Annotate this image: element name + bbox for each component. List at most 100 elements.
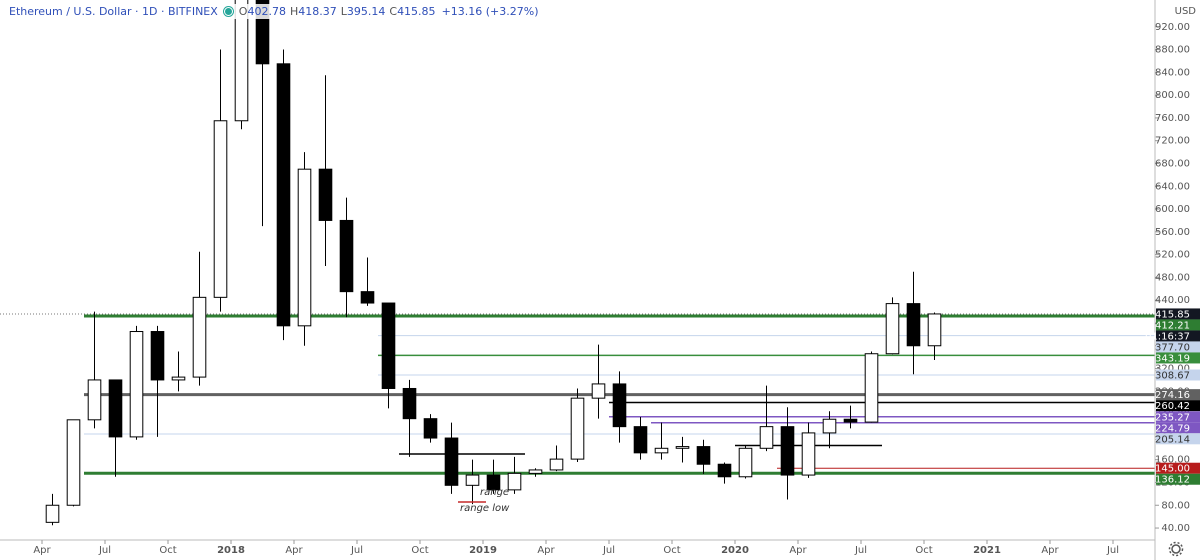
level-badge-bg [1156, 341, 1200, 353]
candle-body [360, 291, 375, 304]
candle-body [150, 331, 165, 381]
candle-body [549, 458, 564, 471]
candle-body [738, 447, 753, 478]
x-tick-label: Jul [350, 545, 363, 556]
candle-body [486, 474, 501, 491]
y-tick-label: 640.00 [1155, 181, 1190, 192]
level-badge-bg [1156, 462, 1200, 474]
candle-body [717, 463, 732, 478]
candle-body [759, 426, 774, 449]
countdown-badge-bg [1156, 330, 1200, 342]
level-badge: 377.70 [1155, 342, 1190, 353]
x-tick-label: Apr [1041, 545, 1059, 556]
x-tick-label: Jul [602, 545, 615, 556]
x-tick-label: Apr [33, 545, 51, 556]
x-tick-label: Oct [663, 545, 680, 556]
ohlc-key: L [340, 5, 347, 18]
candle-body [297, 168, 312, 327]
candle-body [171, 376, 186, 381]
candle-body [822, 418, 837, 434]
y-tick-label: 600.00 [1155, 204, 1190, 215]
level-badge-bg [1156, 433, 1200, 445]
candle-body [402, 387, 417, 420]
ohlc-value: 395.14 [346, 5, 386, 18]
currency-label: USD [1175, 6, 1197, 17]
annotation: range low [460, 503, 510, 514]
axes: 40.0080.00120.00160.00200.00240.00280.00… [33, 22, 1200, 556]
x-tick-label: Jul [854, 545, 867, 556]
candle-body [654, 447, 669, 454]
candle-body [864, 353, 879, 423]
ohlc-key: H [289, 5, 299, 18]
y-tick-label: 760.00 [1155, 113, 1190, 124]
ohlc-key: C [389, 5, 398, 18]
ohlc-item: O402.78 [239, 5, 286, 18]
status-dot [223, 7, 233, 16]
candle-body [129, 331, 144, 438]
candle-body [570, 397, 585, 460]
candle-body [213, 120, 228, 298]
ohlc-item: C415.85 [389, 5, 435, 18]
y-tick-label: 520.00 [1155, 250, 1190, 261]
y-tick-label: 40.00 [1161, 523, 1190, 534]
candle-body [696, 446, 711, 465]
candle-body [528, 469, 543, 474]
y-tick-label: 880.00 [1155, 45, 1190, 56]
candle-body [192, 296, 207, 378]
y-tick-label: 80.00 [1161, 500, 1190, 511]
level-badge: 235.27 [1155, 412, 1190, 423]
y-tick-label: 440.00 [1155, 295, 1190, 306]
candle-body [339, 219, 354, 293]
candle-body [66, 419, 81, 506]
y-tick-label: 480.00 [1155, 272, 1190, 283]
level-badge-bg [1156, 411, 1200, 423]
level-badge: 224.79 [1155, 423, 1190, 434]
candle-body [612, 383, 627, 428]
candle-body [906, 303, 921, 347]
x-tick-label: Apr [789, 545, 807, 556]
x-tick-label: Apr [285, 545, 303, 556]
candle-body [318, 168, 333, 221]
candle-body [843, 418, 858, 423]
level-badge: 308.67 [1155, 370, 1190, 381]
level-badge-bg [1156, 473, 1200, 485]
candle-body [423, 418, 438, 439]
x-tick-label: Jul [98, 545, 111, 556]
y-tick-label: 680.00 [1155, 158, 1190, 169]
current-price-badge: 415.85 [1155, 309, 1190, 320]
x-tick-label: 2020 [721, 545, 749, 556]
plot-area: range range low [0, 0, 1155, 526]
candle-body [108, 379, 123, 438]
level-badge: 205.14 [1155, 434, 1190, 445]
x-tick-label: Oct [915, 545, 932, 556]
candle-body [276, 63, 291, 327]
level-badge: 145.00 [1155, 464, 1190, 475]
candle-body [633, 426, 648, 454]
candle-body [45, 504, 60, 523]
ohlc-values: O402.78 H418.37 L395.14 C415.85 [239, 5, 436, 18]
candle-body [801, 432, 816, 476]
ohlc-item: L395.14 [341, 5, 386, 18]
y-tick-label: 560.00 [1155, 227, 1190, 238]
candle-body [780, 426, 795, 476]
candle-body [927, 313, 942, 347]
x-tick-label: Oct [159, 545, 176, 556]
countdown-badge: 01:16:37 [1145, 331, 1190, 342]
settings-icon[interactable] [1168, 541, 1184, 557]
x-tick-label: Jul [1106, 545, 1119, 556]
annotation: range [480, 487, 509, 498]
x-tick-label: Oct [411, 545, 428, 556]
y-tick-label: 800.00 [1155, 90, 1190, 101]
level-badge-bg [1156, 400, 1200, 412]
level-badge: 274.16 [1155, 390, 1190, 401]
x-tick-label: 2019 [469, 545, 497, 556]
y-tick-label: 160.00 [1155, 455, 1190, 466]
level-badge-bg [1156, 369, 1200, 381]
candle-body [885, 303, 900, 355]
level-badge-bg [1156, 319, 1200, 331]
legend-header: Ethereum / U.S. Dollar · 1D · BITFINEX O… [6, 4, 542, 19]
ohlc-item: H418.37 [290, 5, 337, 18]
symbol-title[interactable]: Ethereum / U.S. Dollar · 1D · BITFINEX [9, 5, 218, 18]
